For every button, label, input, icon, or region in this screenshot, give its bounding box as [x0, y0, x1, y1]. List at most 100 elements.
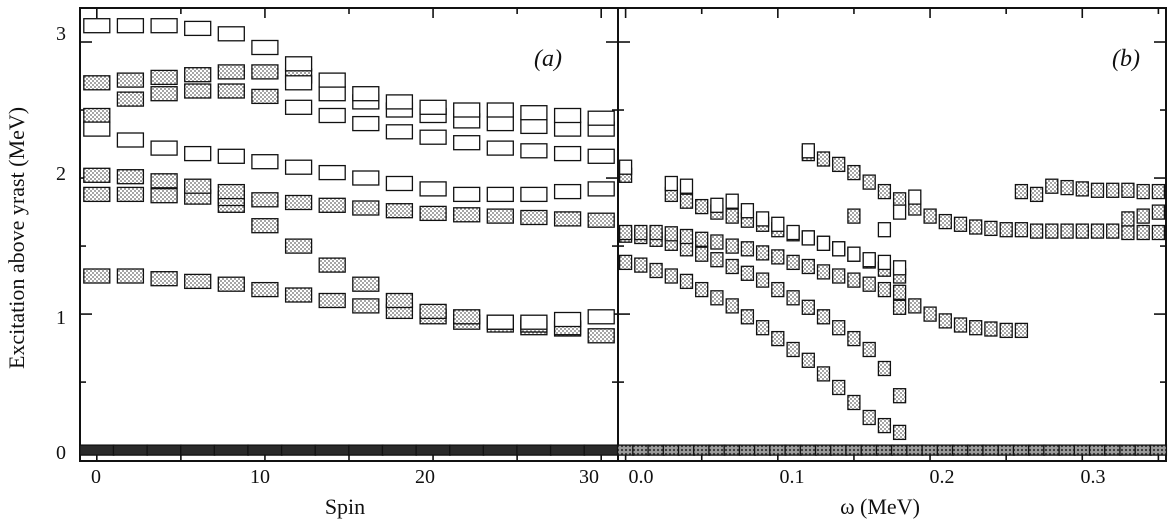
level-marker: [647, 444, 665, 456]
level-marker: [847, 208, 861, 224]
y-tick-labels: 0 1 2 3: [56, 23, 66, 464]
level-marker: [693, 444, 711, 456]
level-marker: [1149, 444, 1168, 456]
level-marker: [816, 235, 831, 251]
level-marker: [284, 56, 313, 72]
level-marker: [587, 328, 615, 344]
level-marker: [486, 186, 514, 203]
level-marker: [786, 254, 800, 271]
level-marker: [1029, 223, 1044, 239]
level-marker: [1043, 444, 1061, 456]
level-marker: [587, 148, 615, 164]
level-marker: [662, 444, 680, 456]
level-marker: [520, 105, 548, 121]
level-marker: [725, 238, 739, 254]
level-marker: [184, 67, 212, 83]
level-marker: [217, 26, 245, 42]
level-marker: [213, 444, 249, 456]
level-marker: [314, 444, 350, 456]
level-marker: [381, 444, 418, 456]
level-marker: [83, 186, 111, 203]
level-marker: [740, 241, 755, 257]
level-marker: [951, 444, 970, 456]
level-marker: [801, 352, 815, 368]
level-marker: [453, 186, 481, 203]
level-marker: [618, 254, 633, 271]
level-marker: [1136, 183, 1150, 200]
level-marker: [1073, 444, 1091, 456]
level-marker: [664, 268, 678, 284]
level-marker: [587, 309, 615, 325]
level-marker: [352, 170, 380, 186]
level-marker: [284, 287, 313, 303]
level-marker: [664, 175, 678, 192]
level-marker: [710, 290, 724, 306]
level-marker: [982, 444, 1000, 456]
level-marker: [184, 83, 212, 99]
level-marker: [217, 148, 245, 164]
level-marker: [184, 273, 212, 290]
level-marker: [710, 197, 724, 213]
level-marker: [419, 99, 447, 115]
level-marker: [1134, 444, 1152, 456]
x-tick-label: 0.2: [930, 466, 955, 488]
panel-a-label: (a): [534, 46, 562, 72]
level-marker: [385, 124, 414, 140]
level-marker: [1121, 224, 1135, 241]
level-marker: [385, 94, 414, 110]
level-marker: [150, 140, 178, 156]
panel-b-frame: [617, 7, 1167, 462]
level-marker: [352, 86, 380, 102]
level-marker: [318, 292, 346, 309]
level-marker: [520, 118, 548, 135]
level-marker: [583, 444, 619, 456]
level-marker: [284, 75, 313, 91]
level-marker: [419, 303, 447, 320]
level-marker: [251, 218, 279, 234]
level-marker: [318, 107, 346, 124]
panel-b-x-axis-label: ω (MeV): [840, 494, 920, 519]
level-marker: [1090, 182, 1105, 198]
level-marker: [520, 209, 548, 226]
level-marker: [1151, 183, 1166, 200]
level-marker: [847, 394, 861, 411]
level-marker: [520, 314, 548, 330]
level-marker: [786, 224, 800, 241]
level-marker: [1045, 223, 1059, 239]
level-marker: [708, 444, 726, 456]
level-marker: [116, 91, 145, 107]
level-marker: [845, 444, 863, 456]
level-marker: [112, 444, 149, 456]
level-marker: [184, 145, 212, 162]
level-marker: [755, 320, 770, 336]
level-marker: [83, 121, 111, 137]
level-marker: [877, 183, 892, 200]
level-marker: [969, 320, 983, 336]
level-marker: [753, 444, 772, 456]
level-marker: [710, 252, 724, 268]
level-marker: [649, 224, 663, 241]
level-marker: [695, 198, 709, 215]
level-marker: [251, 192, 279, 208]
level-marker: [755, 272, 770, 288]
level-marker: [892, 299, 907, 315]
level-marker: [877, 417, 892, 434]
level-marker: [679, 193, 694, 209]
level-marker: [1121, 211, 1135, 227]
level-marker: [453, 135, 481, 151]
panel-a-x-tick-labels: 0 10 20 30: [91, 466, 599, 488]
level-marker: [318, 72, 346, 88]
panel-a-x-axis-label: Spin: [325, 494, 365, 519]
level-marker: [725, 298, 739, 314]
level-marker: [280, 444, 317, 456]
level-marker: [486, 102, 514, 118]
level-marker: [801, 143, 815, 159]
level-marker: [415, 444, 451, 456]
level-marker: [184, 20, 212, 37]
level-marker: [816, 151, 831, 167]
level-marker: [695, 281, 709, 298]
level-marker: [486, 208, 514, 224]
level-marker: [908, 298, 922, 314]
level-marker: [352, 276, 380, 292]
